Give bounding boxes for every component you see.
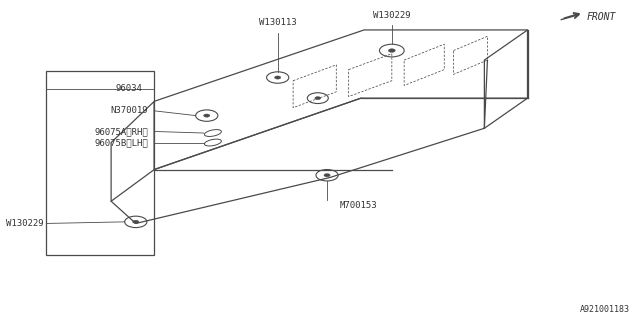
Text: 96075A〈RH〉: 96075A〈RH〉 [94,127,148,136]
Text: W130229: W130229 [373,11,411,20]
Text: N370019: N370019 [111,106,148,115]
Text: 96034: 96034 [115,84,142,93]
Text: A921001183: A921001183 [579,305,629,314]
Circle shape [315,97,321,100]
Text: 96075B〈LH〉: 96075B〈LH〉 [94,138,148,147]
Circle shape [132,220,139,223]
Circle shape [324,174,330,177]
Text: W130113: W130113 [259,19,296,28]
Circle shape [204,114,210,117]
Text: M700153: M700153 [339,201,377,210]
Circle shape [275,76,281,79]
Text: W130229: W130229 [6,219,44,228]
Circle shape [388,49,396,52]
Text: FRONT: FRONT [586,12,616,22]
